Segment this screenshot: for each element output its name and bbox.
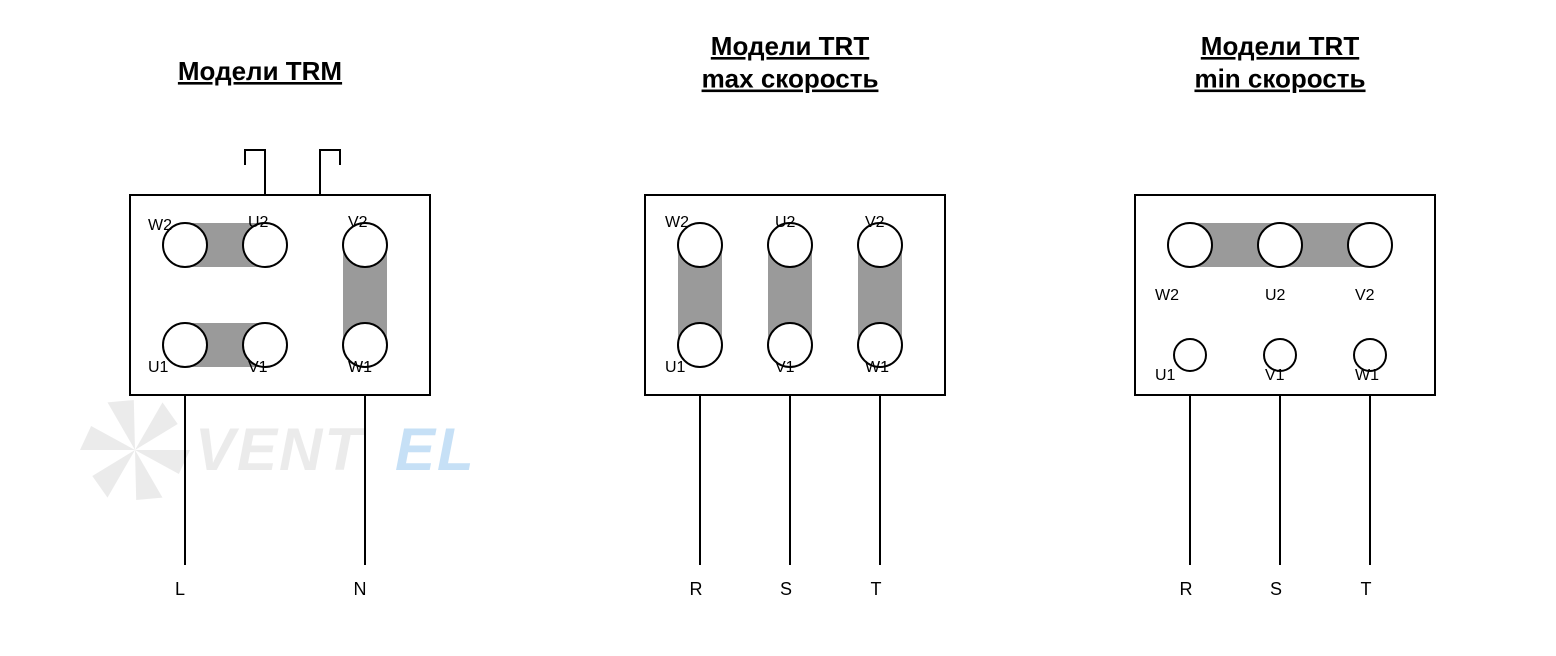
lead-label: L [175,579,185,599]
diagram-title: Модели TRT [1201,31,1360,61]
diagram-title: Модели TRT [711,31,870,61]
lead-label: R [690,579,703,599]
lead-label: S [780,579,792,599]
terminal-label: W2 [665,214,689,231]
terminal-label: U1 [1155,367,1176,384]
lead-label: R [1180,579,1193,599]
terminal-label: U2 [1265,287,1286,304]
diagram-title: min скорость [1194,64,1365,94]
svg-text:EL: EL [395,416,476,483]
terminal-label: W1 [1355,367,1379,384]
lead-label: T [871,579,882,599]
terminal-label: V1 [1265,367,1285,384]
terminal-label: U2 [248,214,269,231]
terminal-label: U1 [148,359,169,376]
terminal-label: V2 [865,214,885,231]
watermark: VENT EL [80,400,476,500]
diagram-title: max скорость [702,64,879,94]
diagram-title: Модели TRM [178,56,342,86]
lead-label: T [1361,579,1372,599]
terminal-label: U1 [665,359,686,376]
terminal-label: W2 [148,217,172,234]
terminal-label: U2 [775,214,796,231]
terminal-label: V2 [348,214,368,231]
wiring-diagrams: VENT EL Модели TRM W2 U2 V2 U1 V1 W1 L N Модели TRT… [0,0,1556,651]
terminal-label: W1 [865,359,889,376]
terminal-label: V2 [1355,287,1375,304]
terminal-label: W1 [348,359,372,376]
svg-text:VENT: VENT [195,416,365,483]
lead-label: S [1270,579,1282,599]
lead-label: N [354,579,367,599]
terminal-label: V1 [775,359,795,376]
terminal-label: V1 [248,359,268,376]
terminal-label: W2 [1155,287,1179,304]
